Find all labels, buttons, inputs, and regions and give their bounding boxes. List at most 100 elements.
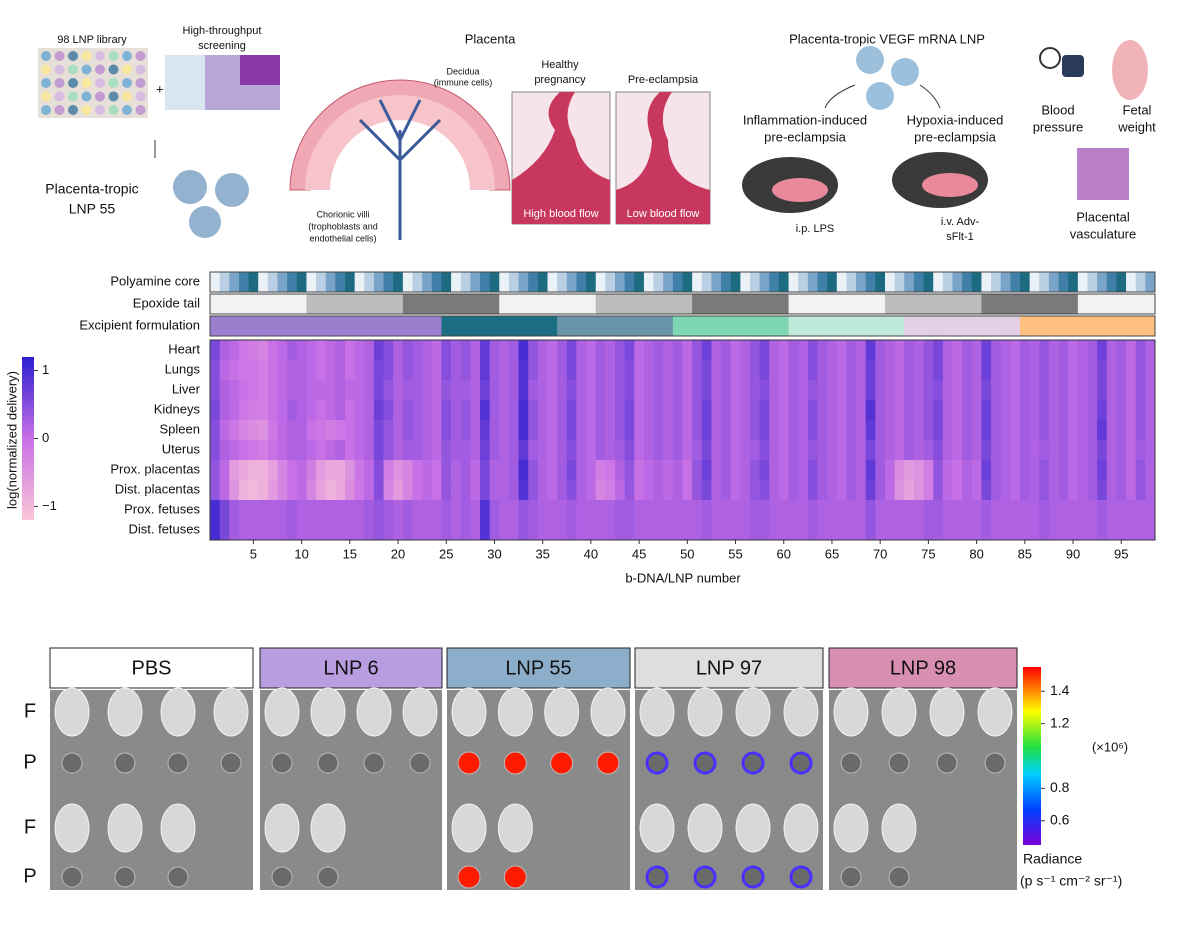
track-cell <box>1135 272 1146 292</box>
well <box>54 78 65 88</box>
heatmap-cell <box>923 460 934 481</box>
heatmap-cell <box>923 480 934 501</box>
heatmap-cell <box>1135 420 1146 441</box>
track-cell <box>682 272 693 292</box>
heatmap-cell <box>885 520 896 541</box>
placenta <box>741 751 765 775</box>
track-cell <box>451 316 462 336</box>
heatmap-cell <box>991 480 1002 501</box>
heatmap-cell <box>769 500 780 521</box>
track-cell <box>422 294 433 314</box>
heatmap-cell <box>489 520 500 541</box>
heatmap-cell <box>1145 420 1156 441</box>
heatmap-cell <box>1077 460 1088 481</box>
track-frame <box>209 293 1156 315</box>
heatmap-cell <box>345 480 356 501</box>
track-cell <box>663 316 674 336</box>
heatmap-cell <box>1145 460 1156 481</box>
track-cell <box>566 294 577 314</box>
track-cell <box>1126 316 1137 336</box>
track-cell <box>345 272 356 292</box>
heatmap-cell <box>1126 460 1137 481</box>
track-cell <box>1145 272 1156 292</box>
track-cell <box>460 316 471 336</box>
heatmap-cell <box>672 500 683 521</box>
heatmap-cell <box>856 360 867 381</box>
heatmap-cell <box>653 340 664 361</box>
heatmap-cell <box>1145 520 1156 541</box>
heatmap-cell <box>248 380 259 401</box>
heatmap-cell <box>1010 440 1021 461</box>
heatmap-cell <box>663 380 674 401</box>
heatmap-cell <box>778 480 789 501</box>
track-cell <box>643 294 654 314</box>
radiance-unit: (p s⁻¹ cm⁻² sr⁻¹) <box>1020 873 1122 889</box>
well <box>135 64 146 75</box>
heatmap-cell <box>701 380 712 401</box>
heatmap-cell <box>537 420 548 441</box>
heatmap-cell <box>653 440 664 461</box>
heatmap-cell <box>1087 520 1098 541</box>
heatmap-cell <box>210 500 221 521</box>
heatmap-cell <box>769 520 780 541</box>
heatmap-cell <box>1058 440 1069 461</box>
heatmap-cell <box>711 380 722 401</box>
heatmap-cell <box>547 340 558 361</box>
heatmap-cell <box>933 380 944 401</box>
heatmap-cell <box>827 400 838 421</box>
heatmap-cell <box>422 480 433 501</box>
label: weight <box>1117 119 1156 134</box>
heatmap-cell <box>962 480 973 501</box>
heatmap-cell <box>711 500 722 521</box>
heatmap-cell <box>557 460 568 481</box>
track-cell <box>287 294 298 314</box>
heatmap-cell <box>807 380 818 401</box>
heatmap-cell <box>759 520 770 541</box>
well <box>81 51 92 61</box>
heatmap-cell <box>229 360 240 381</box>
track-cell <box>904 272 915 292</box>
heatmap-cell <box>740 400 751 421</box>
label: Hypoxia-induced <box>907 112 1004 127</box>
heatmap-cell <box>701 440 712 461</box>
track-cell <box>769 294 780 314</box>
heatmap-cell <box>1010 420 1021 441</box>
track-cell <box>296 316 307 336</box>
track-cell <box>701 272 712 292</box>
heatmap-cell <box>682 400 693 421</box>
track-cell <box>557 316 568 336</box>
track-cell <box>489 294 500 314</box>
heatmap-cell <box>653 480 664 501</box>
heatmap-cell <box>258 400 269 421</box>
heatmap-cell <box>836 460 847 481</box>
track-cell <box>981 316 992 336</box>
heatmap-cell <box>576 440 587 461</box>
heatmap-cell <box>586 500 597 521</box>
embryo <box>310 687 346 737</box>
heatmap-cell <box>778 500 789 521</box>
row-label: F <box>24 700 36 722</box>
track-cell <box>721 316 732 336</box>
heatmap-cell <box>991 440 1002 461</box>
heatmap-cell <box>1000 400 1011 421</box>
heatmap-cell <box>1048 500 1059 521</box>
lnp <box>173 170 207 204</box>
radiance-title: Radiance <box>1023 851 1082 867</box>
label: pregnancy <box>534 74 586 86</box>
heatmap-cell <box>1106 440 1117 461</box>
heatmap-cell <box>229 400 240 421</box>
heatmap-cell <box>721 520 732 541</box>
track-frame <box>209 271 1156 293</box>
lnp <box>189 206 221 238</box>
heatmap-cell <box>653 500 664 521</box>
heatmap-cell <box>885 420 896 441</box>
heatmap-cell <box>875 440 886 461</box>
heatmap-cell <box>431 340 442 361</box>
heatmap-cell <box>643 340 654 361</box>
heatmap-cell <box>740 440 751 461</box>
heatmap-cell <box>894 340 905 361</box>
heatmap-cell <box>1000 520 1011 541</box>
heatmap-cell <box>267 520 278 541</box>
well <box>95 51 105 61</box>
heatmap-cell <box>817 520 828 541</box>
